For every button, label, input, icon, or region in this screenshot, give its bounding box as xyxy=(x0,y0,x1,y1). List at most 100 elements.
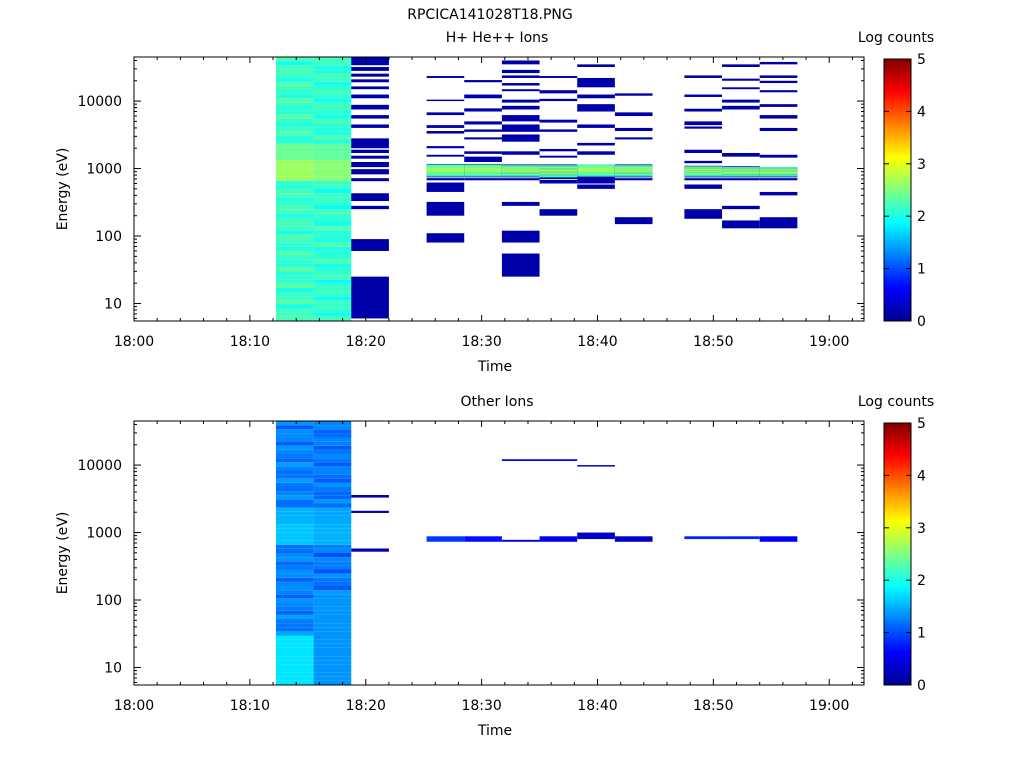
spectrogram-cell xyxy=(275,69,314,74)
spectrogram-cell xyxy=(313,660,352,665)
spectrogram-cell xyxy=(351,79,389,83)
spectrogram-cell xyxy=(426,178,465,181)
x-tick-label: 18:40 xyxy=(577,334,617,350)
spectrogram-cell xyxy=(313,602,352,607)
x-tick-label: 18:30 xyxy=(461,334,501,350)
spectrogram-cell xyxy=(275,205,314,210)
spectrogram-cell xyxy=(313,102,352,107)
spectrogram-cell xyxy=(275,234,314,239)
spectrogram-cell xyxy=(684,178,723,181)
spectrogram-cell xyxy=(684,166,723,168)
spectrogram-cell xyxy=(313,433,352,438)
panel-title: H+ He++ Ions xyxy=(446,30,549,46)
spectrogram-cell xyxy=(275,184,314,189)
spectrogram-cell xyxy=(539,175,578,178)
spectrogram-cell xyxy=(464,172,502,174)
spectrogram-cell xyxy=(614,173,653,176)
spectrogram-cell xyxy=(275,283,314,289)
spectrogram-cell xyxy=(275,242,314,247)
spectrogram-cell xyxy=(426,173,465,176)
spectrogram-cell xyxy=(313,598,352,603)
spectrogram-cell xyxy=(275,528,314,533)
spectrogram-cell xyxy=(313,267,352,272)
spectrogram-cell xyxy=(313,246,352,251)
spectrogram-cell xyxy=(464,165,502,168)
spectrogram-cell xyxy=(539,179,578,184)
x-tick-label: 18:20 xyxy=(346,698,386,714)
spectrogram-cell xyxy=(275,536,314,541)
spectrogram-cell xyxy=(275,602,314,607)
spectrogram-cell xyxy=(313,487,352,492)
spectrogram-cell xyxy=(313,151,352,157)
spectrogram-cell xyxy=(577,167,615,169)
spectrogram-cell xyxy=(275,316,314,322)
spectrogram-cell xyxy=(275,577,314,582)
spectrogram-cell xyxy=(426,99,465,102)
spectrogram-cell xyxy=(275,98,314,103)
spectrogram-cell xyxy=(313,147,352,152)
spectrogram-cell xyxy=(313,664,352,669)
spectrogram-cell xyxy=(313,283,352,289)
spectrogram-cell xyxy=(275,222,314,227)
spectrogram-cell xyxy=(313,676,352,681)
spectrogram-cell xyxy=(313,511,352,516)
spectrogram-cell xyxy=(275,279,314,284)
spectrogram-cell xyxy=(313,168,352,173)
spectrogram-cell xyxy=(313,458,352,463)
hplus-heplus-spectrogram-panel: H+ He++ Ions 18:00 18:10 18:20 18:30 18:40 18… xyxy=(55,30,934,375)
spectrogram-cell xyxy=(313,495,352,500)
spectrogram-cell xyxy=(275,201,314,206)
spectrogram-cell xyxy=(577,94,615,99)
spectrogram-cell xyxy=(501,169,540,171)
spectrogram-cell xyxy=(313,300,352,305)
spectrogram-cell xyxy=(759,191,798,196)
spectrogram-cell xyxy=(351,495,389,498)
spectrogram-cell xyxy=(275,255,314,260)
spectrogram-cell xyxy=(313,470,352,475)
spectrogram-cell xyxy=(275,474,314,479)
spectrogram-cell xyxy=(614,93,653,96)
spectrogram-cell xyxy=(313,85,352,91)
spectrogram-cell xyxy=(313,462,352,467)
spectrogram-cell xyxy=(684,536,723,540)
spectrogram-cell xyxy=(275,548,314,554)
spectrogram-cell xyxy=(684,126,723,129)
y-axis-label: Energy (eV) xyxy=(55,512,71,595)
spectrogram-cell xyxy=(313,242,352,247)
spectrogram-cell xyxy=(275,118,314,123)
spectrogram-cell xyxy=(313,656,352,661)
spectrogram-cell xyxy=(722,87,760,90)
spectrogram-cell xyxy=(275,594,314,599)
y-tick-label: 10000 xyxy=(77,94,122,110)
spectrogram-cell xyxy=(684,175,723,177)
spectrogram-cell xyxy=(464,167,502,169)
spectrogram-cell xyxy=(313,279,352,284)
spectrogram-cell xyxy=(313,143,352,148)
spectrogram-cell xyxy=(539,169,578,172)
spectrogram-cell xyxy=(501,172,540,174)
spectrogram-cell xyxy=(614,137,653,140)
spectrogram-cell xyxy=(722,175,760,177)
spectrogram-cell xyxy=(313,524,352,529)
spectrogram-cell xyxy=(275,123,314,128)
spectrogram-cell xyxy=(275,300,314,305)
spectrogram-cell xyxy=(275,288,314,293)
spectrogram-cell xyxy=(577,173,615,176)
spectrogram-cell xyxy=(313,176,352,181)
spectrogram-cell xyxy=(313,222,352,227)
spectrogram-cell xyxy=(501,134,540,142)
spectrogram-cell xyxy=(426,536,465,542)
spectrogram-cell xyxy=(614,127,653,132)
spectrogram-cell xyxy=(313,271,352,276)
spectrogram-cell xyxy=(313,127,352,132)
spectrogram-cell xyxy=(275,623,314,628)
spectrogram-cell xyxy=(464,169,502,171)
spectrogram-cell xyxy=(275,598,314,603)
spectrogram-cell xyxy=(275,581,314,587)
spectrogram-cell xyxy=(275,458,314,463)
spectrogram-cell xyxy=(275,308,314,313)
spectrogram-cell xyxy=(759,75,798,78)
spectrogram-cell xyxy=(313,573,352,578)
spectrogram-cell xyxy=(313,639,352,644)
